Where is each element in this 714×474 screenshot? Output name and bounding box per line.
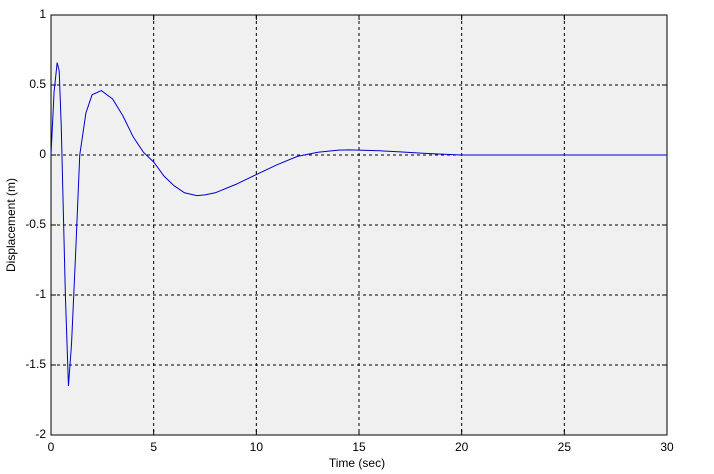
plot-frame [50, 14, 668, 436]
y-axis-label: Displacement (m) [4, 178, 18, 272]
x-tick-label: 10 [250, 440, 264, 454]
x-tick-label: 30 [660, 440, 674, 454]
x-tick-label: 20 [455, 440, 469, 454]
y-tick-label: -0.5 [25, 217, 46, 231]
y-tick-label: -2 [35, 427, 46, 441]
x-axis-label: Time (sec) [329, 456, 385, 470]
x-tick-label: 25 [558, 440, 572, 454]
y-tick-label: 1 [39, 7, 46, 21]
y-tick-label: -1 [35, 287, 46, 301]
x-tick-label: 5 [150, 440, 157, 454]
data-line [50, 62, 667, 387]
x-tick-label: 0 [48, 440, 55, 454]
y-tick-label: 0.5 [29, 77, 46, 91]
y-tick-label: -1.5 [25, 357, 46, 371]
y-tick-label: 0 [39, 147, 46, 161]
x-tick-label: 15 [352, 440, 366, 454]
